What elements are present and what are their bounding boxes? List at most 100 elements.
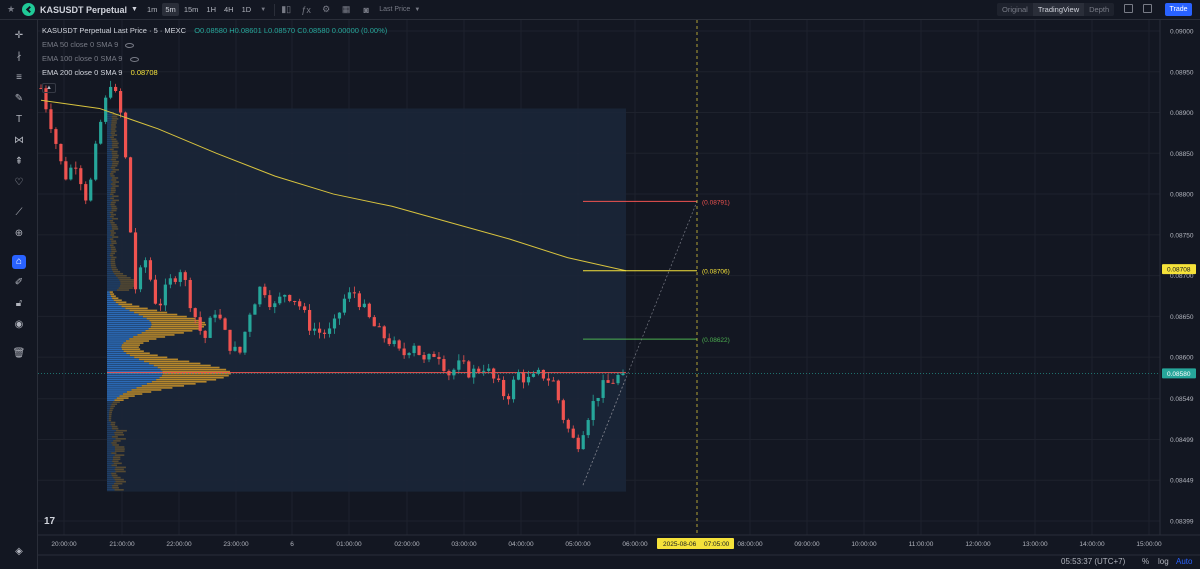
vp-bar-up	[107, 485, 112, 487]
vp-bar-up	[107, 116, 112, 118]
candle-body	[457, 360, 460, 369]
vp-bar-down	[112, 145, 118, 147]
vp-bar-down	[112, 228, 118, 230]
hidden-eye-icon[interactable]	[125, 43, 134, 48]
candle-body	[512, 380, 515, 400]
vp-bar-down	[116, 438, 126, 440]
vp-bar-up	[107, 420, 109, 422]
candle-body	[532, 374, 535, 377]
legend-ema100: EMA 100 close 0 SMA 9	[42, 54, 122, 63]
candle-body	[616, 375, 619, 383]
vp-bar-down	[111, 124, 116, 126]
vp-bar-down	[115, 446, 125, 448]
vp-bar-down	[111, 422, 116, 424]
vp-bar-up	[107, 369, 161, 371]
candle-body	[174, 278, 177, 282]
vp-bar-up	[107, 416, 109, 418]
vp-bar-down	[124, 350, 144, 352]
collapse-legend-button[interactable]: ▲	[42, 83, 56, 93]
vp-bar-up	[107, 283, 120, 285]
vp-bar-down	[134, 312, 167, 314]
vp-bar-up	[107, 285, 120, 287]
candle-body	[238, 347, 241, 353]
vp-bar-down	[111, 295, 116, 297]
vp-bar-down	[111, 251, 116, 253]
vp-bar-down	[116, 481, 126, 483]
vp-bar-up	[107, 122, 111, 124]
y-tick-label: 0.08950	[1170, 69, 1194, 76]
vp-bar-up	[107, 348, 122, 350]
vp-bar-up	[107, 204, 110, 206]
vp-bar-up	[107, 271, 113, 273]
candle-body	[189, 280, 192, 308]
x-tick-label: 05:00:00	[565, 541, 591, 548]
vp-bar-down	[112, 475, 118, 477]
candle-body	[587, 420, 590, 435]
vp-bar-up	[107, 198, 110, 200]
vp-bar-down	[112, 444, 119, 446]
y-tick-label: 0.08850	[1170, 151, 1194, 158]
vp-bar-down	[113, 271, 120, 273]
vp-bar-down	[126, 352, 150, 354]
vp-bar-up	[107, 438, 116, 440]
percent-toggle[interactable]: %	[1142, 557, 1149, 566]
vp-bar-up	[107, 295, 111, 297]
candle-body	[393, 340, 396, 344]
vp-bar-down	[137, 334, 174, 336]
vp-bar-up	[107, 261, 111, 263]
vp-bar-down	[111, 424, 115, 426]
vp-bar-down	[111, 179, 116, 181]
vp-bar-down	[143, 316, 187, 318]
vp-bar-up	[107, 432, 114, 434]
legend-ema200: EMA 200 close 0 SMA 9	[42, 68, 122, 77]
vp-bar-up	[107, 212, 110, 214]
candle-body	[452, 370, 455, 376]
x-tick-label: 11:00:00	[909, 541, 934, 548]
vp-bar-down	[162, 375, 229, 377]
vp-bar-up	[107, 165, 112, 167]
vp-bar-down	[110, 230, 114, 232]
vp-bar-up	[107, 138, 111, 140]
vp-bar-up	[107, 183, 111, 185]
candle-body	[427, 354, 430, 359]
vp-bar-down	[115, 489, 124, 491]
vp-bar-down	[111, 183, 116, 185]
hidden-eye-icon[interactable]	[130, 57, 139, 62]
vp-bar-up	[107, 191, 111, 193]
candle-body	[109, 87, 112, 98]
vp-bar-down	[115, 454, 125, 456]
legend-ema50: EMA 50 close 0 SMA 9	[42, 40, 118, 49]
vp-bar-up	[107, 326, 151, 328]
candle-body	[119, 91, 122, 113]
candle-body	[507, 396, 510, 399]
vp-bar-down	[110, 293, 114, 295]
vp-bar-up	[107, 340, 126, 342]
vp-bar-down	[111, 405, 115, 407]
vp-bar-down	[112, 236, 118, 238]
vp-bar-down	[122, 344, 140, 346]
legend-ema200-row: EMA 200 close 0 SMA 9 0.08708	[42, 68, 158, 77]
y-tick-label: 0.08650	[1170, 314, 1194, 321]
projection-level-label: (0.08706)	[702, 269, 730, 276]
vp-bar-up	[107, 208, 112, 210]
candle-body	[218, 315, 221, 319]
vp-bar-down	[110, 136, 114, 138]
y-tick-label: 0.08600	[1170, 355, 1194, 362]
candle-body	[233, 347, 236, 351]
candle-body	[139, 267, 142, 289]
candle-body	[253, 304, 256, 314]
y-tick-label: 0.08800	[1170, 192, 1194, 199]
x-tick-label: 20:00:00	[51, 541, 77, 548]
log-toggle[interactable]: log	[1158, 557, 1169, 566]
vp-bar-up	[107, 330, 145, 332]
candle-body	[333, 319, 336, 329]
vp-bar-down	[119, 395, 134, 397]
auto-toggle[interactable]: Auto	[1176, 557, 1192, 566]
vp-bar-down	[154, 365, 211, 367]
vp-bar-down	[115, 471, 125, 473]
candle-body	[154, 280, 157, 304]
vp-bar-down	[110, 234, 114, 236]
vp-bar-up	[107, 479, 115, 481]
